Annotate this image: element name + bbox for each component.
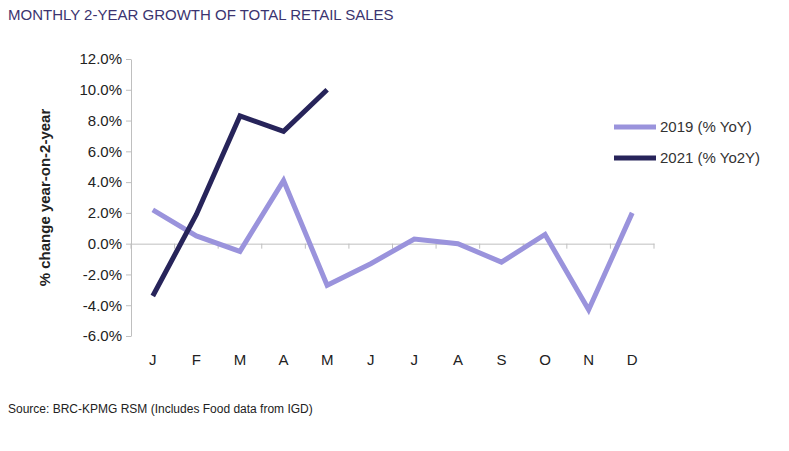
x-tick-label: M [234, 351, 247, 368]
legend-swatch [614, 125, 656, 130]
legend-swatch [614, 156, 656, 161]
legend-label: 2021 (% Yo2Y) [660, 149, 760, 166]
x-boundary-tick [348, 244, 349, 249]
x-tick-label: S [496, 351, 506, 368]
y-tick: 4.0% [88, 173, 131, 190]
x-tick-label: O [539, 351, 551, 368]
x-tick: A [453, 244, 463, 368]
x-tick: F [192, 244, 201, 368]
y-tick: 0.0% [88, 235, 131, 252]
y-tick-label: 8.0% [88, 112, 122, 129]
x-tick-label: M [321, 351, 334, 368]
x-tick: M [321, 244, 334, 368]
x-tick-label: F [192, 351, 201, 368]
y-tick-mark [126, 305, 131, 306]
x-boundary-tick [654, 244, 655, 249]
x-tick: J [149, 244, 157, 368]
x-tick-label: J [411, 351, 419, 368]
y-axis: -6.0% -4.0% -2.0% 0.0% 2.0% 4.0% 6.0% 8.0% 10.0%… [79, 50, 131, 344]
y-tick: -6.0% [83, 327, 131, 344]
y-tick-label: -6.0% [83, 327, 122, 344]
y-tick: -4.0% [83, 297, 131, 314]
y-tick: 6.0% [88, 143, 131, 160]
x-tick-label: A [453, 351, 463, 368]
source: Source: BRC-KPMG RSM (Includes Food data… [8, 402, 313, 416]
series-line [153, 90, 327, 296]
y-tick: 8.0% [88, 112, 131, 129]
y-axis-title: % change year-on-2-year [36, 109, 53, 287]
x-tick: A [279, 244, 289, 368]
title: MONTHLY 2-YEAR GROWTH OF TOTAL RETAIL SA… [8, 6, 394, 23]
x-boundary-tick [392, 244, 393, 249]
x-boundary-tick [479, 244, 480, 249]
x-tick-label: A [279, 351, 289, 368]
x-tick-label: D [627, 351, 638, 368]
y-tick-mark [126, 151, 131, 152]
y-tick: -2.0% [83, 266, 131, 283]
chart: MONTHLY 2-YEAR GROWTH OF TOTAL RETAIL SA… [0, 0, 789, 451]
y-tick-label: 2.0% [88, 204, 122, 221]
legend-label: 2019 (% YoY) [660, 118, 752, 135]
y-tick: 12.0% [79, 50, 131, 67]
x-boundary-tick [174, 244, 175, 249]
x-boundary-tick [305, 244, 306, 249]
y-tick-label: 4.0% [88, 173, 122, 190]
y-tick-mark [126, 59, 131, 60]
y-tick-label: 6.0% [88, 143, 122, 160]
y-tick-mark [126, 121, 131, 122]
y-tick: 10.0% [79, 81, 131, 98]
y-tick-label: 10.0% [79, 81, 122, 98]
series-line [153, 181, 632, 310]
legend: 2019 (% YoY) 2021 (% Yo2Y) [614, 118, 760, 166]
x-tick: J [411, 244, 419, 368]
y-tick-label: 0.0% [88, 235, 122, 252]
y-tick-mark [126, 244, 131, 245]
y-tick-label: 12.0% [79, 50, 122, 67]
x-boundary-tick [610, 244, 611, 249]
y-tick-label: -4.0% [83, 297, 122, 314]
y-tick-mark [126, 90, 131, 91]
y-tick-mark [126, 274, 131, 275]
x-tick-label: N [583, 351, 594, 368]
y-tick: 2.0% [88, 204, 131, 221]
x-tick: D [627, 244, 638, 368]
y-axis-line [131, 60, 132, 337]
x-boundary-tick [436, 244, 437, 249]
y-tick-label: -2.0% [83, 266, 122, 283]
x-tick: O [539, 244, 551, 368]
x-boundary-tick [261, 244, 262, 249]
x-boundary-tick [566, 244, 567, 249]
y-tick-mark [126, 182, 131, 183]
x-tick: M [234, 244, 247, 368]
y-tick-mark [126, 213, 131, 214]
x-tick-label: J [367, 351, 375, 368]
x-tick-label: J [149, 351, 157, 368]
x-boundary-tick [131, 244, 132, 249]
y-tick-mark [126, 336, 131, 337]
x-axis: JFMAMJJASOND [131, 244, 655, 368]
plot-area [153, 90, 632, 310]
